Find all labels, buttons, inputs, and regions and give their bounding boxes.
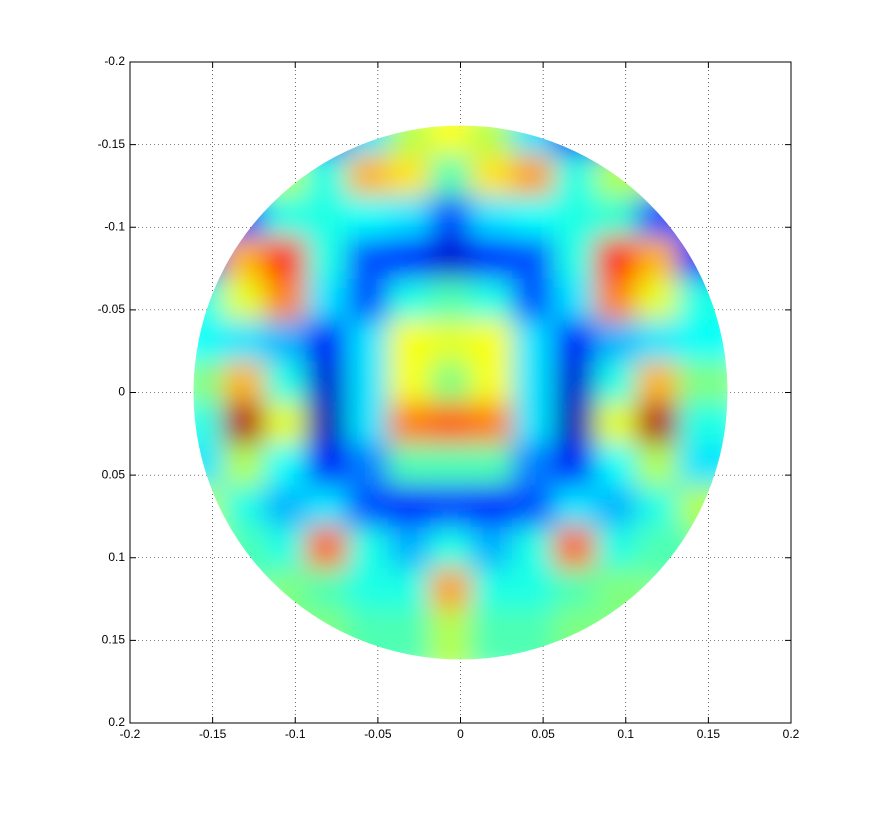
y-tick-label: 0.15 (102, 633, 126, 647)
x-tick-label: 0.2 (783, 727, 800, 741)
x-tick-label: -0.1 (285, 727, 306, 741)
field-clip (193, 125, 728, 660)
axes: -0.2 -0.15 -0.1 -0.05 0 0.05 0.1 0.15 0.2-0.2-0.… (98, 54, 800, 741)
y-tick-label: -0.2 (104, 54, 125, 68)
y-tick-label: 0 (118, 385, 125, 399)
y-tick-label: -0.15 (98, 137, 126, 151)
y-tick-label: 0.1 (108, 550, 125, 564)
x-tick-label: -0.05 (364, 727, 392, 741)
field (193, 125, 728, 660)
x-tick-label: -0.15 (199, 727, 227, 741)
x-tick-label: 0.1 (617, 727, 634, 741)
y-tick-label: 0.05 (102, 467, 126, 481)
y-tick-label: -0.1 (104, 219, 125, 233)
y-tick-label: -0.05 (98, 302, 126, 316)
axes-box (129, 61, 792, 724)
x-tick-label: -0.2 (120, 727, 141, 741)
x-tick-label: 0.05 (531, 727, 555, 741)
heat-cell (594, 568, 657, 631)
y-tick-label: 0.2 (108, 715, 125, 729)
x-tick-label: 0 (457, 727, 464, 741)
x-tick-label: 0.15 (697, 727, 721, 741)
